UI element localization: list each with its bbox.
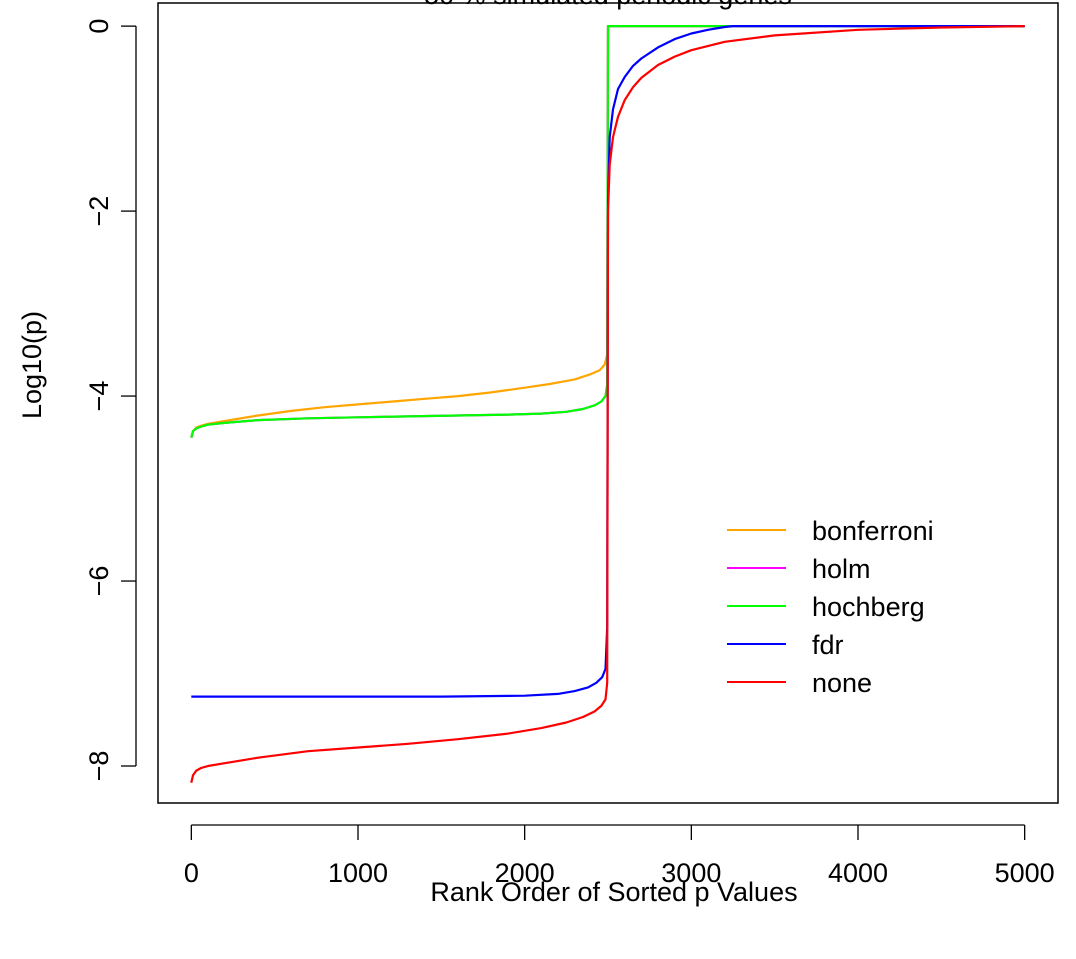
- y-axis-label: Log10(p): [17, 311, 47, 419]
- plot-frame: [157, 2, 1059, 804]
- series-line-hochberg: [190, 25, 1025, 438]
- legend-label: none: [812, 668, 872, 698]
- x-tick-label: 2000: [495, 858, 555, 888]
- legend-label: bonferroni: [812, 516, 934, 546]
- series-lines: [190, 25, 1025, 783]
- series-line-none: [190, 25, 1025, 783]
- series-line-fdr: [191, 25, 1025, 698]
- legend: bonferroni holm hochberg fdr none: [727, 516, 934, 698]
- x-tick-label: 5000: [995, 858, 1055, 888]
- x-tick-label: 4000: [828, 858, 888, 888]
- legend-label: hochberg: [812, 592, 925, 622]
- x-tick-label: 0: [184, 858, 199, 888]
- legend-label: fdr: [812, 630, 844, 660]
- y-tick-label: −4: [84, 381, 114, 412]
- y-tick-label: −6: [84, 566, 114, 597]
- y-tick-label: −8: [84, 751, 114, 782]
- chart-title: 50 % simulated periodic genes: [424, 0, 792, 10]
- x-tick-label: 1000: [328, 858, 388, 888]
- y-tick-label: 0: [84, 19, 114, 34]
- x-axis-label: Rank Order of Sorted p Values: [430, 877, 797, 907]
- legend-label: holm: [812, 554, 871, 584]
- x-axis: 0 1000 2000 3000 4000 5000: [184, 824, 1055, 888]
- x-tick-label: 3000: [661, 858, 721, 888]
- y-axis: −8 −6 −4 −2 0: [84, 19, 137, 782]
- y-tick-label: −2: [84, 196, 114, 227]
